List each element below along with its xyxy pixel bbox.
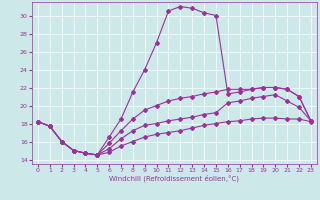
- X-axis label: Windchill (Refroidissement éolien,°C): Windchill (Refroidissement éolien,°C): [109, 175, 239, 182]
